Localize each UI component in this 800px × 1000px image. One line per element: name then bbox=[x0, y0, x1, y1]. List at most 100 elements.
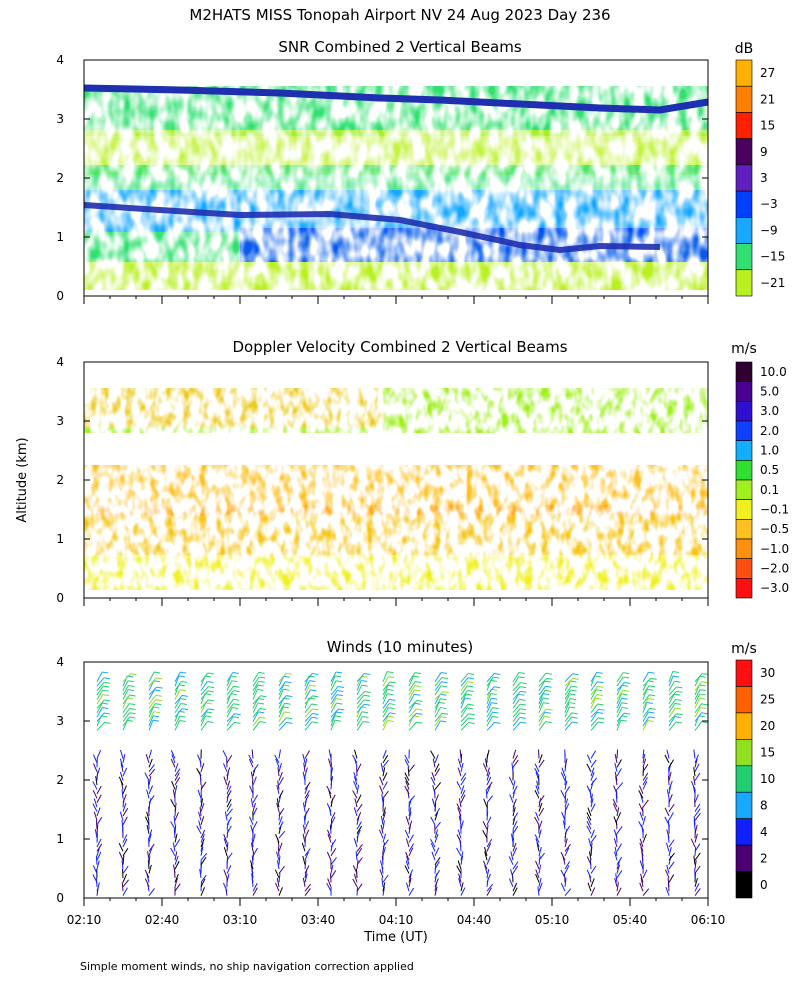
wind-barb bbox=[304, 695, 313, 705]
wind-barb bbox=[122, 703, 130, 714]
wind-barb bbox=[640, 873, 644, 883]
wind-barb bbox=[460, 693, 467, 705]
wind-barb-feather bbox=[438, 701, 445, 704]
colorbar-swatch bbox=[735, 479, 753, 500]
colorbar-swatch bbox=[735, 499, 753, 520]
y-tick-label: 2 bbox=[56, 773, 64, 787]
wind-barb bbox=[538, 677, 548, 687]
wind-barb-feather bbox=[282, 706, 290, 709]
wind-barb bbox=[456, 865, 462, 874]
wind-barb bbox=[302, 802, 306, 812]
wind-barb bbox=[485, 758, 488, 768]
wind-barb bbox=[174, 824, 177, 834]
colorbar-swatch bbox=[735, 765, 753, 793]
wind-barb-feather bbox=[286, 695, 293, 698]
wind-barb-feather bbox=[596, 671, 603, 674]
wind-barb bbox=[642, 671, 649, 683]
wind-barb bbox=[693, 815, 696, 825]
wind-barb bbox=[666, 749, 670, 759]
wind-barb bbox=[460, 690, 468, 700]
wind-barb bbox=[382, 772, 388, 781]
wind-barb bbox=[408, 713, 417, 722]
wind-barb bbox=[278, 887, 283, 896]
wind-barb bbox=[330, 702, 337, 713]
wind-barb bbox=[174, 695, 183, 705]
wind-barb bbox=[304, 820, 310, 830]
wind-barb bbox=[278, 695, 287, 705]
wind-barb bbox=[512, 812, 519, 821]
wind-barb bbox=[690, 838, 696, 848]
wind-barb bbox=[486, 722, 495, 731]
wind-barb bbox=[278, 689, 284, 700]
colorbar-swatch bbox=[735, 381, 753, 402]
colorbar-swatch bbox=[735, 401, 753, 422]
wind-barb bbox=[486, 873, 491, 883]
wind-barb bbox=[304, 781, 311, 790]
wind-barb bbox=[226, 852, 233, 861]
wind-barb bbox=[96, 794, 102, 803]
wind-barb bbox=[564, 673, 573, 683]
wind-barb bbox=[356, 673, 365, 683]
wind-barb bbox=[564, 785, 571, 795]
colorbar-swatch bbox=[735, 844, 753, 872]
wind-barb-feather bbox=[363, 694, 370, 697]
wind-barb-feather bbox=[414, 685, 421, 688]
wind-barb-feather bbox=[102, 689, 109, 692]
wind-barb bbox=[639, 842, 644, 852]
wind-barb bbox=[277, 846, 280, 856]
wind-barb bbox=[586, 856, 592, 865]
wind-barb bbox=[352, 878, 358, 888]
wind-barb bbox=[590, 681, 598, 691]
winds-colorbar-unit: m/s bbox=[731, 641, 757, 657]
wind-barb bbox=[512, 749, 517, 759]
wind-barb bbox=[694, 763, 700, 772]
wind-barb bbox=[642, 781, 648, 790]
wind-barb bbox=[457, 758, 462, 768]
wind-barb bbox=[200, 856, 207, 865]
wind-barb bbox=[482, 763, 488, 772]
wind-barb bbox=[614, 877, 618, 887]
wind-barb bbox=[512, 825, 519, 834]
wind-barb bbox=[248, 754, 254, 764]
wind-barb bbox=[96, 851, 102, 861]
wind-barb-feather bbox=[519, 698, 526, 701]
wind-barb bbox=[642, 702, 648, 713]
wind-barb bbox=[119, 811, 124, 821]
wind-barb-feather bbox=[234, 713, 241, 716]
wind-barb bbox=[304, 883, 311, 892]
wind-barb bbox=[278, 821, 284, 830]
wind-barb bbox=[382, 847, 386, 856]
wind-barb bbox=[538, 716, 545, 727]
wind-barb bbox=[200, 802, 205, 812]
wind-barb bbox=[170, 750, 176, 759]
wind-barb bbox=[512, 694, 519, 705]
wind-barb-feather bbox=[260, 695, 267, 698]
wind-barb bbox=[512, 676, 520, 687]
wind-barb bbox=[616, 707, 623, 718]
wind-barb bbox=[405, 851, 410, 861]
wind-barb bbox=[200, 816, 205, 825]
wind-barb bbox=[458, 798, 462, 808]
wind-barb bbox=[252, 802, 256, 812]
wind-barb-feather bbox=[257, 688, 264, 691]
colorbar-swatch bbox=[735, 558, 753, 579]
wind-barb bbox=[641, 824, 644, 834]
wind-barb bbox=[694, 758, 698, 768]
wind-barb-feather bbox=[700, 706, 707, 709]
wind-barb bbox=[174, 708, 183, 718]
wind-barb bbox=[616, 870, 623, 879]
wind-barb bbox=[512, 754, 519, 764]
wind-barb bbox=[538, 877, 542, 887]
wind-barb bbox=[694, 824, 698, 834]
wind-barb bbox=[118, 851, 124, 861]
wind-barb-feather bbox=[465, 693, 473, 696]
wind-barb bbox=[382, 820, 385, 830]
wind-barb-feather bbox=[156, 686, 163, 689]
wind-barb bbox=[486, 771, 491, 781]
wind-barb bbox=[486, 711, 493, 722]
wind-barb bbox=[200, 711, 207, 722]
wind-barb bbox=[668, 794, 673, 803]
wind-barb bbox=[564, 706, 570, 718]
wind-barb-feather bbox=[283, 675, 290, 678]
wind-barb bbox=[174, 768, 181, 777]
